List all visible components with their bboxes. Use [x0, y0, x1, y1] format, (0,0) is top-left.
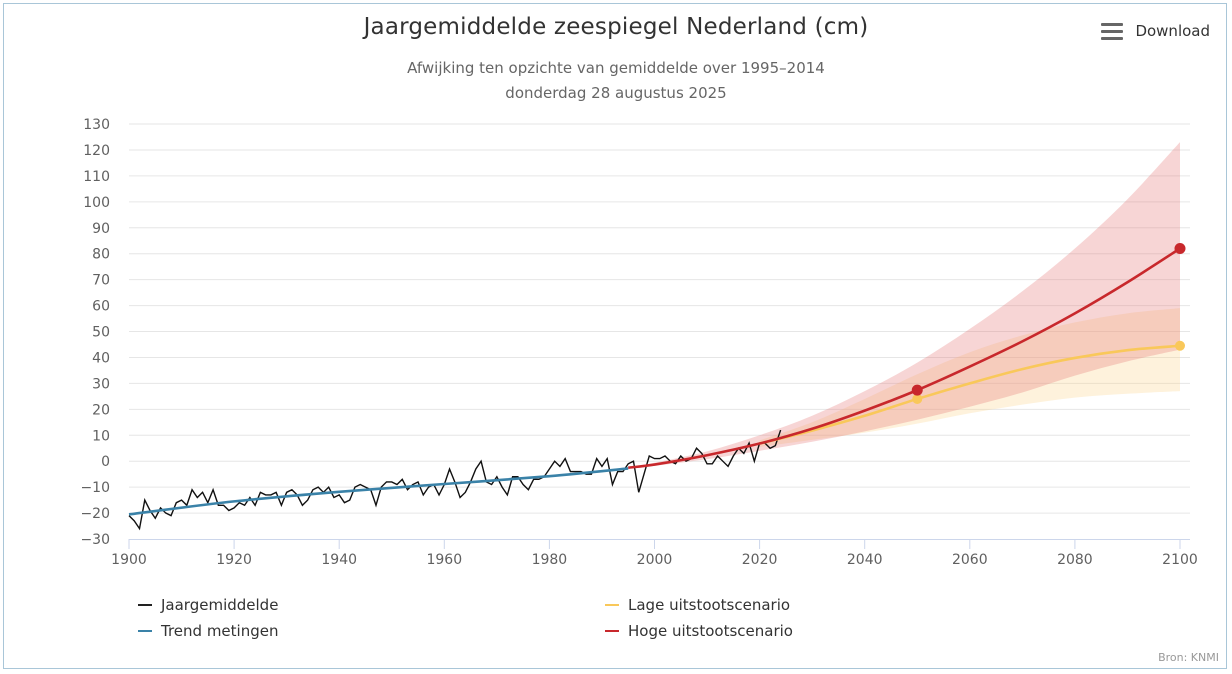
- legend-item-hoge-uitstootscenario[interactable]: Hoge uitstootscenario: [605, 618, 793, 644]
- x-tick-label: 1920: [216, 552, 252, 568]
- y-tick-label: 10: [92, 428, 110, 444]
- x-tick-label: 1960: [426, 552, 462, 568]
- y-tick-label: 110: [83, 169, 110, 185]
- y-tick-label: −30: [80, 532, 110, 548]
- hamburger-menu-icon: [1101, 22, 1124, 40]
- band-hoge-uitstootscenario: [628, 142, 1180, 468]
- y-axis: −30 −20 −10 0 10 20 30 40 50 60 70 80 90 100 110 120 130: [80, 117, 110, 548]
- x-tick-label: 1900: [111, 552, 147, 568]
- legend-swatch-icon: [138, 630, 152, 632]
- y-tick-label: 20: [92, 402, 110, 418]
- legend-swatch-icon: [605, 604, 619, 606]
- legend-item-lage-uitstootscenario[interactable]: Lage uitstootscenario: [605, 592, 793, 618]
- chart-date: donderdag 28 augustus 2025: [505, 84, 727, 102]
- legend-swatch-icon: [605, 630, 619, 632]
- y-tick-label: 80: [92, 247, 110, 263]
- x-tick-label: 2020: [742, 552, 778, 568]
- credits-link[interactable]: Bron: KNMI: [1158, 651, 1219, 664]
- series-lines: [128, 247, 1181, 531]
- grid-lines: [129, 123, 1190, 514]
- legend-item-trend-metingen[interactable]: Trend metingen: [138, 618, 278, 644]
- marker-hoge-uitstootscenario: [1174, 243, 1186, 254]
- band-lage-uitstootscenario: [759, 308, 1180, 447]
- y-tick-label: 0: [101, 454, 110, 470]
- x-tick-label: 2040: [847, 552, 883, 568]
- legend-label: Trend metingen: [161, 622, 279, 640]
- marker-lage-uitstootscenario: [1175, 340, 1185, 351]
- x-tick-label: 2100: [1162, 552, 1198, 568]
- x-tick-label: 2060: [952, 552, 988, 568]
- y-tick-label: 30: [92, 376, 110, 392]
- y-tick-label: 90: [92, 221, 110, 237]
- x-axis: 1900 1920 1940 1960 1980 2000 2020 2040 2060 2080…: [111, 539, 1198, 568]
- legend-swatch-icon: [138, 604, 152, 606]
- y-tick-label: −10: [80, 480, 110, 496]
- confidence-bands: [628, 142, 1180, 468]
- chart-title: Jaargemiddelde zeespiegel Nederland (cm): [363, 14, 869, 40]
- download-label: Download: [1135, 22, 1210, 40]
- legend-item-jaargemiddelde[interactable]: Jaargemiddelde: [138, 592, 278, 618]
- legend-label: Lage uitstootscenario: [628, 596, 791, 614]
- y-tick-label: 120: [83, 143, 110, 159]
- legend-label: Hoge uitstootscenario: [628, 622, 793, 640]
- series-lage-uitstootscenario: [759, 344, 1181, 445]
- y-tick-label: 50: [92, 325, 110, 341]
- chart-container: [3, 3, 1227, 669]
- y-tick-label: 70: [92, 273, 110, 289]
- download-button[interactable]: Download: [1101, 22, 1210, 40]
- y-tick-label: 60: [92, 299, 110, 315]
- y-tick-label: 130: [83, 117, 110, 133]
- x-tick-label: 2080: [1057, 552, 1093, 568]
- legend-right: Lage uitstootscenario Hoge uitstootscena…: [605, 592, 793, 644]
- marker-lage-uitstootscenario: [912, 393, 923, 404]
- legend-left: Jaargemiddelde Trend metingen: [138, 592, 278, 644]
- series-markers: [911, 243, 1186, 404]
- legend-label: Jaargemiddelde: [161, 596, 279, 614]
- x-tick-label: 2000: [637, 552, 673, 568]
- y-tick-label: −20: [80, 506, 110, 522]
- series-trend-metingen: [128, 467, 629, 516]
- chart-subtitle: Afwijking ten opzichte van gemiddelde ov…: [407, 59, 825, 77]
- y-tick-label: 40: [92, 350, 110, 366]
- x-tick-label: 1940: [321, 552, 357, 568]
- marker-hoge-uitstootscenario: [911, 384, 923, 396]
- y-tick-label: 100: [83, 195, 110, 211]
- x-tick-label: 1980: [532, 552, 568, 568]
- series-hoge-uitstootscenario: [628, 247, 1181, 469]
- series-jaargemiddelde: [128, 429, 782, 531]
